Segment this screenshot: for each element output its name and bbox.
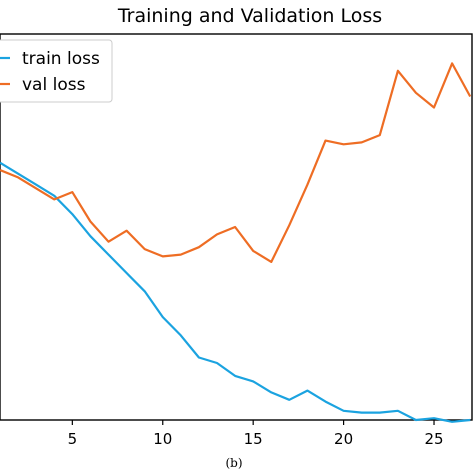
x-tick-label-10: 10	[153, 430, 172, 448]
legend-box	[0, 39, 113, 103]
x-tick-label-15: 15	[244, 430, 263, 448]
legend: train loss val loss	[0, 39, 113, 103]
series-line-train-loss	[0, 161, 471, 423]
chart-title: Training and Validation Loss	[117, 5, 382, 27]
x-axis-ticks: 5 10 15 20 25	[68, 420, 444, 448]
plot-axes	[0, 33, 473, 421]
plot-frame	[0, 33, 473, 421]
legend-label-val-loss: val loss	[22, 75, 86, 95]
figure-caption: (b)	[225, 456, 242, 470]
x-tick-label-20: 20	[334, 430, 353, 448]
legend-label-train-loss: train loss	[22, 49, 100, 69]
series-lines	[0, 62, 472, 423]
x-tick-label-25: 25	[424, 430, 443, 448]
x-tick-label-5: 5	[68, 430, 78, 448]
series-line-val-loss	[0, 62, 472, 263]
